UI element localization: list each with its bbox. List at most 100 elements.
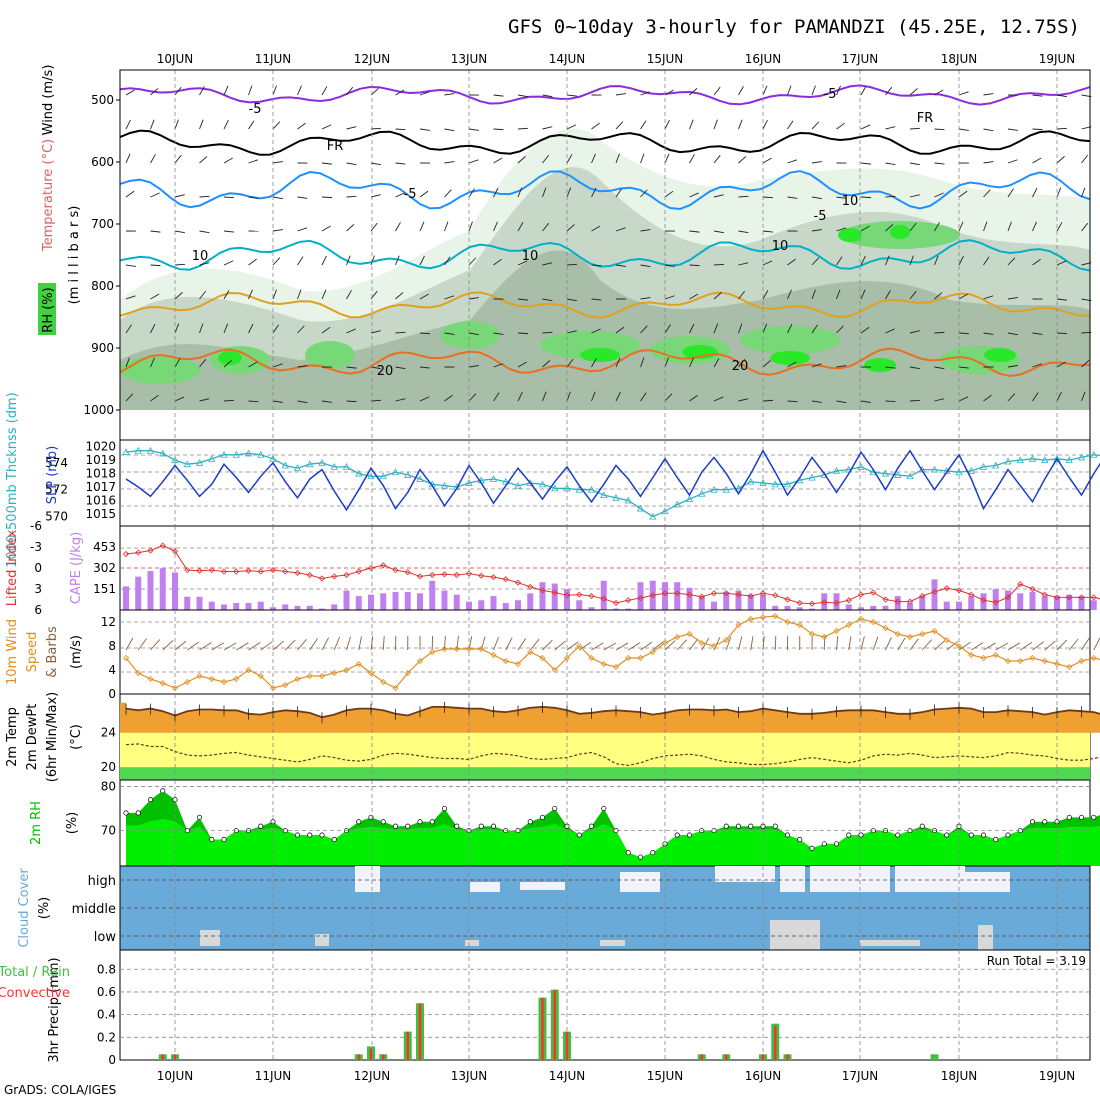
thickness-marker — [232, 450, 240, 458]
wind-barb — [517, 260, 528, 266]
wind-barb — [689, 264, 700, 267]
wind-barb — [248, 120, 255, 130]
axis-tick-label: 70 — [101, 824, 116, 838]
wind-barb — [983, 221, 988, 232]
thickness-marker — [355, 469, 363, 477]
wind-barb — [958, 396, 969, 402]
wind10m-marker — [465, 645, 473, 653]
date-label-top: 15JUN — [647, 52, 684, 66]
wind10m-barb — [909, 638, 919, 651]
lifted-index-marker — [159, 542, 166, 549]
axis-tick-label: 700 — [91, 217, 114, 231]
wind-barb — [640, 297, 651, 300]
cape-bar — [882, 605, 889, 610]
wind-barb — [640, 153, 645, 164]
wind-barb — [1056, 361, 1066, 368]
wind-barb — [1007, 257, 1016, 266]
wind-barb — [223, 230, 234, 233]
wind10m-marker — [710, 642, 718, 650]
wind-barb — [1056, 260, 1067, 266]
wind-barb — [811, 324, 818, 334]
wind-barb — [983, 332, 994, 335]
wind-barb — [738, 195, 749, 198]
wind-barb — [738, 262, 749, 266]
rh2m-marker — [674, 832, 680, 838]
cape-bar — [956, 601, 962, 610]
wind-barb — [885, 126, 896, 130]
wind10m-barb — [529, 638, 540, 651]
cape-bar — [870, 605, 877, 610]
lifted-index-marker — [245, 567, 252, 574]
wind-barb — [125, 190, 135, 198]
axis-tick-label: 24 — [101, 726, 116, 740]
wind-barb — [468, 297, 479, 300]
rh2m-marker — [307, 832, 313, 838]
date-label-top: 16JUN — [745, 52, 782, 66]
thickness-marker — [306, 460, 314, 468]
thickness-marker — [489, 475, 498, 482]
wind-barb — [174, 119, 179, 130]
temp2m-fill — [120, 702, 1100, 780]
wind-barb — [125, 324, 132, 334]
wind10m-speed-line — [122, 612, 1100, 692]
cape-bar — [968, 596, 975, 610]
cape-bar — [1066, 594, 1073, 610]
cape-bar — [515, 600, 521, 610]
lifted-index-marker — [1004, 594, 1012, 601]
wind-barb — [713, 119, 718, 130]
upper-grid — [174, 70, 1058, 440]
wind-barb — [762, 119, 768, 130]
wind-barb — [909, 194, 920, 198]
wind-barb — [713, 154, 721, 164]
wind-barb — [787, 120, 794, 130]
wind-barb — [1032, 392, 1039, 402]
wind-barb — [517, 156, 526, 164]
rh-shade-green — [740, 326, 840, 354]
wind10m-marker — [306, 672, 313, 680]
wind-barb — [248, 196, 259, 199]
wind-barb — [272, 196, 283, 200]
thickness-marker — [404, 471, 412, 478]
wind-barb — [419, 293, 429, 300]
cloud-ticks: high middle low — [72, 874, 117, 945]
wind-barb — [395, 255, 400, 266]
wind-barb — [248, 361, 258, 368]
wind10m-marker — [551, 666, 558, 674]
thickness-label: 1000-500mb Thcknss (dm) — [5, 392, 20, 567]
wind-barb — [1007, 365, 1018, 368]
wind-barb — [983, 189, 991, 198]
rh2m-marker — [209, 836, 215, 843]
wind10m-barb — [946, 641, 959, 651]
wind-barb — [640, 229, 651, 232]
wind10m-marker — [833, 627, 840, 635]
axis-tick-label: 453 — [93, 540, 116, 554]
wind10m-barb — [934, 640, 946, 651]
wind-barb — [297, 325, 305, 334]
wind-barb — [664, 153, 670, 164]
wind10m-marker — [343, 666, 350, 674]
wind-barb — [174, 396, 185, 402]
cape-bar — [331, 604, 338, 610]
wind-barb — [493, 392, 500, 402]
wind-barb — [885, 328, 895, 334]
axis-tick-label: 0 — [34, 561, 42, 575]
wind-barb — [272, 289, 277, 300]
wind-barb — [860, 162, 871, 165]
cape-bar — [417, 593, 423, 610]
wind10m-barb — [1007, 642, 1021, 651]
rh2m-marker — [895, 832, 901, 838]
thickness-marker — [195, 458, 204, 466]
wind10m-marker — [686, 630, 693, 638]
wind-barb — [370, 162, 381, 166]
precip-grid — [120, 950, 1090, 1060]
lifted-index-marker — [196, 567, 203, 574]
lifted-index-label: Lifted Index — [5, 529, 20, 606]
wind-barb — [787, 361, 797, 368]
wind-barb — [199, 86, 205, 96]
contour-10 — [119, 239, 1091, 272]
wind-barb — [811, 363, 822, 368]
cape-bar — [943, 601, 950, 610]
lifted-index-marker — [600, 595, 607, 602]
wind10m-barb — [628, 642, 641, 651]
